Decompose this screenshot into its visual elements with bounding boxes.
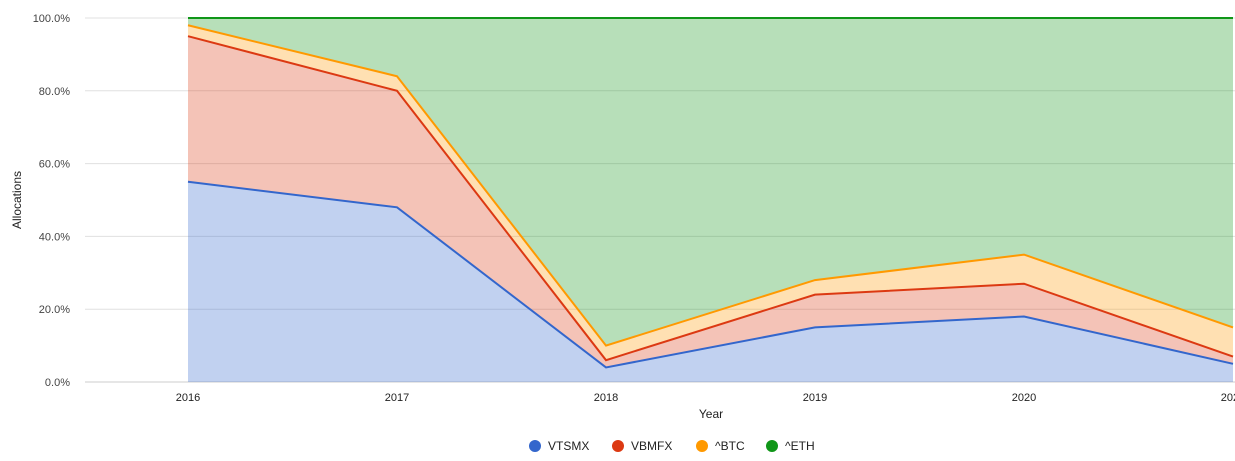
legend-marker (612, 440, 624, 452)
x-axis-label: Year (699, 407, 723, 421)
x-tick-label: 2021 (1221, 392, 1235, 404)
y-tick-label: 100.0% (33, 13, 71, 25)
area-btc (188, 25, 1233, 361)
x-axis-ticks: 2016 2017 2018 2019 2020 2021 (176, 392, 1235, 404)
legend-item[interactable]: VBMFX (612, 439, 672, 453)
legend-label: VTSMX (548, 439, 589, 453)
y-axis-ticks: 0.0% 20.0% 40.0% 60.0% 80.0% 100.0% (33, 13, 71, 389)
y-tick-label: 60.0% (39, 159, 70, 171)
y-axis-label: Allocations (10, 171, 24, 229)
x-tick-label: 2018 (594, 392, 618, 404)
legend-item[interactable]: ^BTC (696, 439, 745, 453)
line-vbmfx (187, 35, 1234, 362)
series-areas (188, 18, 1233, 382)
area-eth (188, 18, 1233, 346)
line-btc (187, 24, 1234, 347)
legend-marker (529, 440, 541, 452)
y-tick-label: 80.0% (39, 86, 70, 98)
y-tick-label: 40.0% (39, 231, 70, 243)
legend-marker (766, 440, 778, 452)
y-tick-label: 20.0% (39, 304, 70, 316)
x-tick-label: 2017 (385, 392, 409, 404)
x-tick-label: 2019 (803, 392, 827, 404)
legend-item[interactable]: VTSMX (529, 439, 589, 453)
legend: VTSMX VBMFX ^BTC ^ETH (529, 439, 815, 453)
line-vtsmx (187, 180, 1234, 369)
series-lines (187, 17, 1234, 369)
legend-item[interactable]: ^ETH (766, 439, 815, 453)
y-tick-label: 0.0% (45, 377, 70, 389)
legend-label: ^ETH (785, 439, 815, 453)
legend-label: VBMFX (631, 439, 672, 453)
area-vbmfx (188, 36, 1233, 368)
legend-marker (696, 440, 708, 452)
area-vtsmx (188, 181, 1233, 382)
x-tick-label: 2020 (1012, 392, 1036, 404)
legend-label: ^BTC (715, 439, 745, 453)
x-tick-label: 2016 (176, 392, 200, 404)
